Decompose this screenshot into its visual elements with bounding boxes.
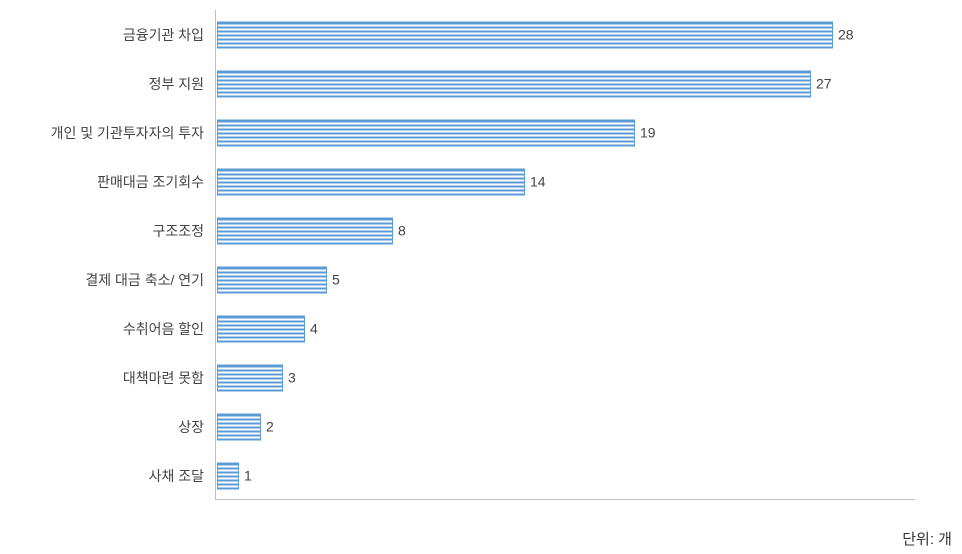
value-label: 2 <box>266 419 274 435</box>
bar: 14 <box>217 168 525 195</box>
value-label: 14 <box>530 174 546 190</box>
category-label: 정부 지원 <box>149 74 204 94</box>
category-label: 개인 및 기관투자자의 투자 <box>51 123 204 143</box>
category-label: 상장 <box>178 417 204 437</box>
bar: 1 <box>217 462 239 489</box>
value-label: 27 <box>816 76 832 92</box>
category-label: 구조조정 <box>152 221 204 241</box>
category-label: 금융기관 차입 <box>123 25 204 45</box>
category-label: 수취어음 할인 <box>123 319 204 339</box>
unit-label: 단위: 개 <box>902 528 952 549</box>
bar-row: 결제 대금 축소/ 연기 5 <box>216 255 915 304</box>
bar-row: 구조조정 8 <box>216 206 915 255</box>
bar: 27 <box>217 70 811 97</box>
category-label: 사채 조달 <box>149 466 204 486</box>
bar-row: 수취어음 할인 4 <box>216 304 915 353</box>
bar-row: 금융기관 차입 28 <box>216 10 915 59</box>
bar: 28 <box>217 21 833 48</box>
bar-row: 개인 및 기관투자자의 투자 19 <box>216 108 915 157</box>
value-label: 1 <box>244 468 252 484</box>
bar: 2 <box>217 413 261 440</box>
bar-row: 정부 지원 27 <box>216 59 915 108</box>
horizontal-bar-chart: 금융기관 차입 28 정부 지원 27 개인 및 기관투자자의 투자 19 판매… <box>0 0 962 554</box>
bar-row: 판매대금 조기회수 14 <box>216 157 915 206</box>
bar-row: 상장 2 <box>216 402 915 451</box>
value-label: 5 <box>332 272 340 288</box>
value-label: 19 <box>640 125 656 141</box>
bar: 3 <box>217 364 283 391</box>
value-label: 28 <box>838 27 854 43</box>
value-label: 8 <box>398 223 406 239</box>
value-label: 3 <box>288 370 296 386</box>
bar-row: 대책마련 못함 3 <box>216 353 915 402</box>
value-label: 4 <box>310 321 318 337</box>
category-label: 판매대금 조기회수 <box>97 172 204 192</box>
bar: 8 <box>217 217 393 244</box>
bar: 5 <box>217 266 327 293</box>
category-label: 대책마련 못함 <box>123 368 204 388</box>
bar: 19 <box>217 119 635 146</box>
plot-area: 금융기관 차입 28 정부 지원 27 개인 및 기관투자자의 투자 19 판매… <box>215 10 915 500</box>
bar-row: 사채 조달 1 <box>216 451 915 500</box>
category-label: 결제 대금 축소/ 연기 <box>85 270 204 290</box>
bar: 4 <box>217 315 305 342</box>
